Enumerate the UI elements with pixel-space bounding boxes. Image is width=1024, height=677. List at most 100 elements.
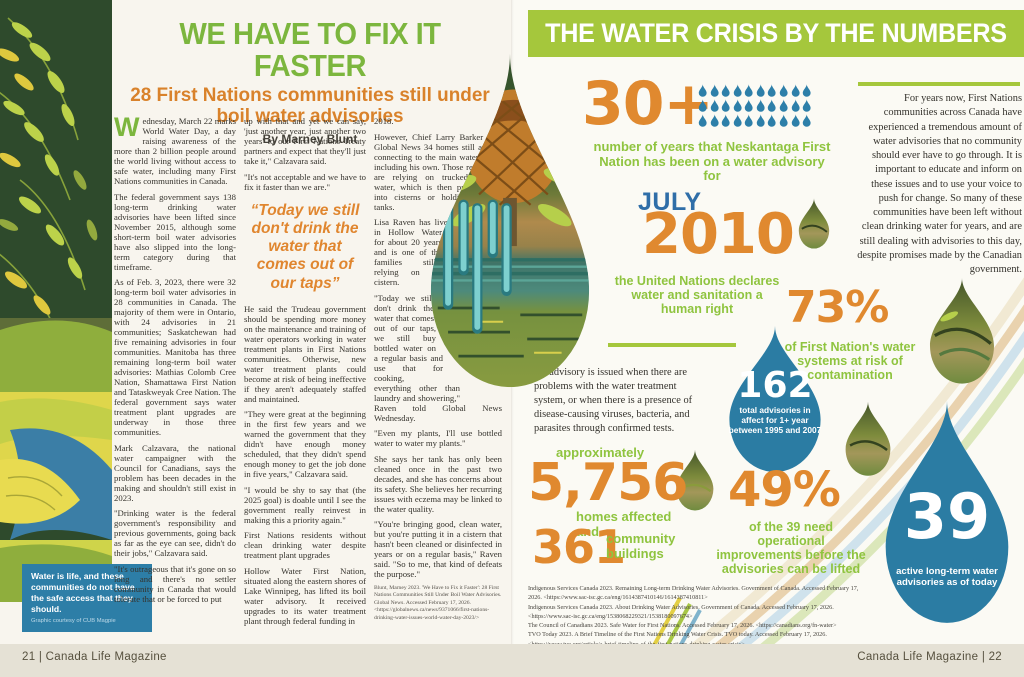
water-drop-icon bbox=[721, 84, 730, 97]
paragraph: "You're bringing good, clean water, but … bbox=[374, 519, 502, 579]
illustrated-drop-icon bbox=[430, 53, 590, 388]
paragraph: 2018. bbox=[374, 116, 394, 126]
stat-162-caption: total advisories in affect for 1+ year b… bbox=[728, 405, 822, 435]
decorative-drop-icon bbox=[676, 449, 714, 511]
water-drop-icon bbox=[779, 84, 788, 97]
water-drop-icon bbox=[756, 114, 765, 127]
article-byline: By Marney Blunt bbox=[262, 132, 358, 147]
water-drop-grid bbox=[698, 84, 816, 128]
paragraph: He said the Trudeau government should be… bbox=[244, 303, 366, 404]
citation-line: The Council of Canadians 2023. Safe Wate… bbox=[528, 622, 837, 630]
water-drop-icon bbox=[698, 114, 707, 127]
paragraph: Hollow Water First Nation, situated alon… bbox=[244, 565, 366, 626]
infographic-banner: THE WATER CRISIS BY THE NUMBERS bbox=[528, 10, 1024, 57]
stat-5756-value: 5,756 bbox=[528, 453, 688, 513]
advisory-note: An advisory is issued when there are pro… bbox=[534, 367, 693, 435]
water-drop-icon bbox=[733, 84, 742, 97]
paragraph: Lisa Raven has lived in Hollow Water for… bbox=[374, 217, 452, 287]
water-drop-icon bbox=[698, 84, 707, 97]
water-drop-icon bbox=[745, 84, 753, 97]
water-drop-icon bbox=[768, 84, 777, 97]
paragraph: Mark Calzavara, the national water campa… bbox=[114, 442, 236, 503]
stat-162-value: 162 bbox=[737, 365, 813, 406]
article-header: WE HAVE TO FIX IT FASTER 28 First Nation… bbox=[112, 16, 508, 147]
paragraph: However, Chief Larry Barker tells Global… bbox=[374, 131, 502, 212]
water-drop-icon bbox=[733, 114, 742, 127]
intro-divider bbox=[858, 82, 1020, 86]
leaf-art-icon bbox=[0, 0, 112, 602]
center-drop-illustration bbox=[424, 46, 596, 398]
water-drop-icon bbox=[802, 84, 811, 97]
leaf-artwork-illustration bbox=[0, 0, 112, 602]
stat-5756-pre: approximately bbox=[556, 445, 645, 460]
water-drop-icon bbox=[721, 99, 730, 112]
paragraph: "They were great at the beginning in the… bbox=[244, 409, 366, 480]
water-drop-icon bbox=[791, 114, 800, 127]
year-2010-value: 2010 bbox=[642, 202, 795, 267]
citations-block: Indigenous Services Canada 2023. Remaini… bbox=[528, 584, 868, 649]
water-drop-icon bbox=[698, 99, 707, 112]
paragraph: "It's outrageous that it's gone on so lo… bbox=[114, 563, 236, 604]
water-drop-icon bbox=[710, 99, 719, 112]
citation-line: Indigenous Services Canada 2023. Remaini… bbox=[528, 585, 859, 602]
stat-361-value: 361 bbox=[532, 520, 626, 574]
water-drop-icon bbox=[779, 99, 788, 112]
stat-49-caption: of the 39 need operational improvements … bbox=[716, 520, 866, 576]
water-drop-icon bbox=[710, 84, 719, 97]
article-column-2: up with that and yet we can say, 'just a… bbox=[244, 116, 366, 631]
paragraph: "It's not acceptable and we have to fix … bbox=[244, 171, 366, 192]
article-column-3: 2018. However, Chief Larry Barker tells … bbox=[374, 116, 502, 622]
intro-paragraph: For years now, First Nations communities… bbox=[857, 93, 1022, 275]
paragraph: The federal government says 138 long-ter… bbox=[114, 191, 236, 272]
water-drop-icon bbox=[802, 114, 811, 127]
paragraph: "Even my plants, I'll use bottled water … bbox=[374, 428, 502, 448]
stat-49-value: 49% bbox=[728, 462, 841, 518]
caption-credit: Graphic courtesy of CUB Magpie bbox=[31, 618, 116, 624]
decorative-drop-icon bbox=[930, 278, 994, 384]
caption-text: Water is life, and these communities do … bbox=[31, 571, 135, 614]
water-drop-icon bbox=[756, 99, 765, 112]
stat-73-caption: of First Nation's water systems at risk … bbox=[784, 340, 916, 382]
image-caption-box: Water is life, and these communities do … bbox=[22, 564, 152, 632]
paragraph: As of Feb. 3, 2023, there were 32 long-t… bbox=[114, 277, 236, 437]
pull-quote: “Today we still don't drink the water th… bbox=[250, 201, 360, 292]
stat-361-caption: community buildings bbox=[606, 531, 676, 561]
july-label: JULY bbox=[638, 188, 702, 216]
paragraph: "Today we still don't drink the water th… bbox=[374, 292, 502, 423]
paragraph: She says her tank has only been cleaned … bbox=[374, 453, 502, 514]
water-drop-icon bbox=[745, 114, 753, 127]
stat-162-drop: 162 total advisories in affect for 1+ ye… bbox=[718, 326, 832, 480]
water-drop-icon bbox=[756, 84, 765, 97]
right-page-number: Canada Life Magazine | 22 bbox=[857, 651, 1002, 663]
citation-line: Indigenous Services Canada 2023. About D… bbox=[528, 603, 834, 620]
paragraph: up with that and yet we can say, 'just a… bbox=[244, 116, 366, 166]
water-drop-icon bbox=[710, 114, 719, 127]
section-divider bbox=[608, 343, 736, 347]
infographic-page: THE WATER CRISIS BY THE NUMBERS 30+ numb… bbox=[512, 0, 1024, 677]
article-citation: Blunt, Marney 2023. 'We Have to Fix it F… bbox=[374, 584, 502, 621]
water-drop-icon bbox=[885, 400, 1009, 623]
stat-30-caption: number of years that Neskantaga First Na… bbox=[593, 139, 831, 184]
water-drop-icon bbox=[802, 99, 811, 112]
stat-5756-caption: homes affected and bbox=[576, 509, 672, 539]
water-drop-icon bbox=[768, 99, 777, 112]
footer-band bbox=[0, 644, 1024, 677]
paragraph: First Nations residents without clean dr… bbox=[244, 530, 366, 561]
article-title: WE HAVE TO FIX IT FASTER bbox=[179, 16, 441, 83]
left-page-number: 21 | Canada Life Magazine bbox=[22, 651, 167, 663]
stat-39-drop: 39 active long-term water advisories as … bbox=[874, 400, 1020, 650]
paragraph: "Drinking water is the federal governmen… bbox=[114, 508, 236, 558]
stat-39-caption: active long-term water advisories as of … bbox=[896, 566, 998, 589]
stat-39-value: 39 bbox=[903, 480, 991, 553]
water-drop-icon bbox=[791, 84, 800, 97]
water-drop-icon bbox=[779, 114, 788, 127]
paragraph: "I would be shy to say that (the 2025 go… bbox=[244, 484, 366, 525]
water-drop-icon bbox=[791, 99, 800, 112]
water-drop-icon bbox=[721, 114, 730, 127]
un-caption: the United Nations declares water and sa… bbox=[614, 274, 780, 316]
stat-30-value: 30+ bbox=[582, 69, 714, 139]
decorative-drop-icon bbox=[798, 198, 830, 249]
